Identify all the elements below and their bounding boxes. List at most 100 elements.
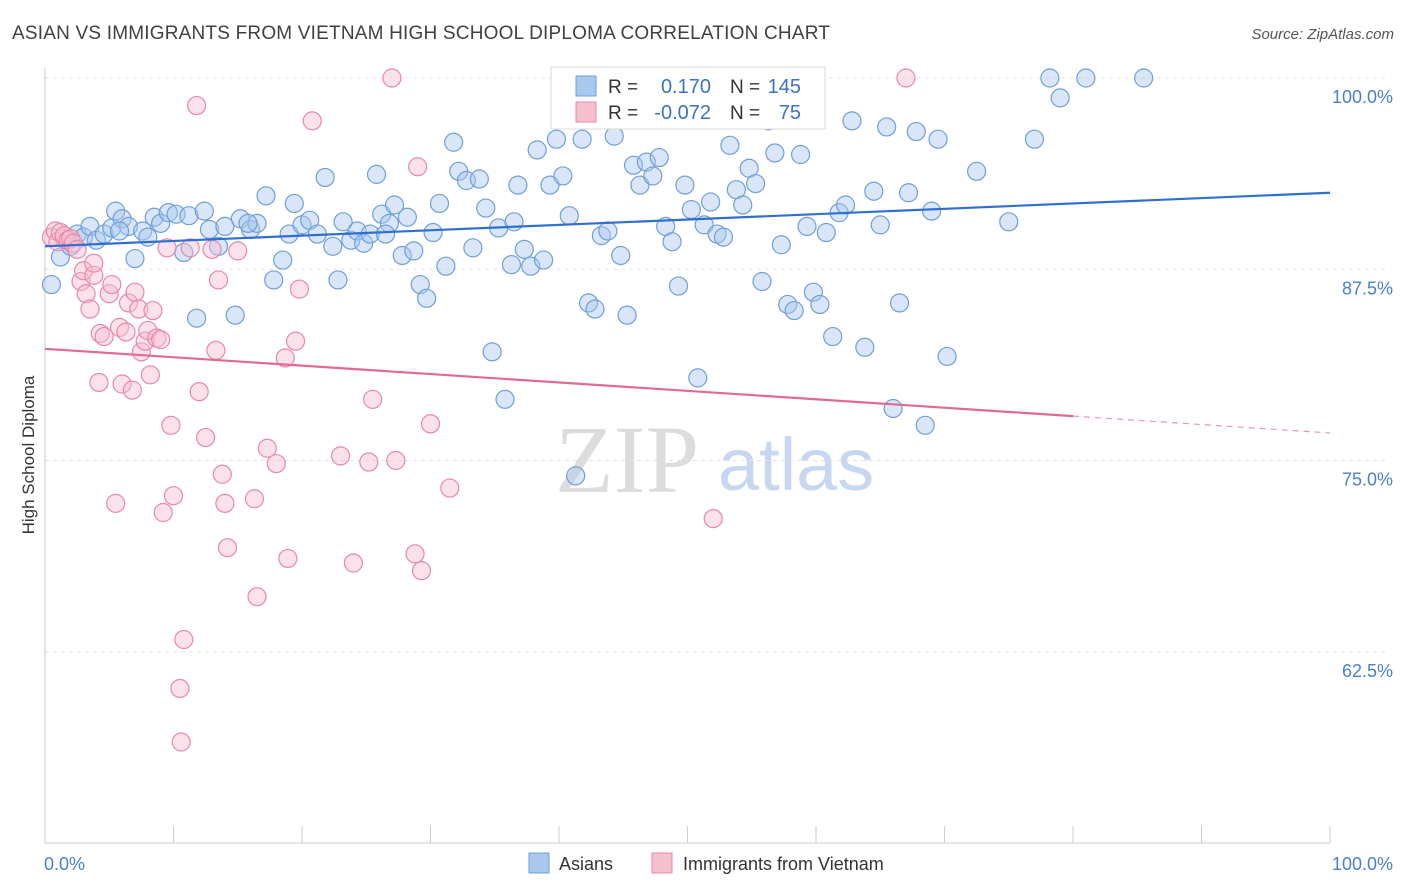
x-tick-label-max: 100.0% [1332,854,1393,874]
asians-point-15 [138,227,158,247]
vietnam-point-57 [275,348,295,368]
asians-point-83 [598,221,618,241]
legend-label-asians: Asians [559,854,613,874]
asians-point-10 [106,201,126,221]
asians-point-99 [701,192,721,212]
stats-n-value-pink: 75 [779,102,801,124]
asians-point-76 [553,166,573,186]
vietnam-point-17 [94,326,114,347]
vietnam-point-48 [208,270,229,290]
vietnam-point-35 [153,502,173,523]
stats-r-value-pink: -0.072 [654,102,711,124]
asians-point-11 [112,209,132,229]
vietnam-point-12 [80,299,100,319]
vietnam-point-26 [125,282,145,302]
asians-point-124 [870,215,890,235]
vietnam-point-42 [180,238,200,258]
asians-point-79 [572,129,592,149]
asians-point-24 [199,219,220,240]
asians-point-55 [417,288,437,308]
asians-point-14 [133,221,153,241]
trend-lines [44,191,1331,434]
asians-point-65 [482,342,502,362]
asians-point-128 [898,183,919,203]
asians-point-114 [797,216,817,237]
asians-point-96 [681,199,701,220]
asians-point-94 [668,276,689,296]
asians-point-109 [765,143,785,163]
vietnam-point-55 [257,438,277,458]
vietnam-point-14 [84,253,104,273]
watermark-zip: ZIP [555,406,699,513]
asians-point-127 [889,293,910,313]
asians-point-113 [790,144,811,165]
asians-point-69 [508,175,528,195]
stats-legend-frame [550,66,826,130]
x-tick-label-min: 0.0% [44,854,85,874]
vietnam-point-43 [187,95,207,116]
y-axis-label: High School Diploma [19,375,38,534]
asians-point-115 [803,282,824,302]
vietnam-point-11 [76,284,96,304]
asians-point-58 [436,256,456,276]
asians-point-144 [109,221,130,241]
vietnam-point-49 [212,464,232,484]
y-tick-label-2: 87.5% [1342,278,1393,298]
asians-point-59 [444,132,464,152]
asians-point-141 [504,212,524,232]
asians-point-35 [284,193,304,214]
stats-legend: R = 0.170 N = 145 R = -0.072 N = 75 [550,66,826,130]
trend-line-asians [44,191,1331,248]
asians-point-102 [720,135,740,155]
asians-point-51 [392,245,412,266]
asians-point-42 [333,212,353,232]
asians-point-26 [215,216,235,237]
asians-point-106 [746,173,766,194]
vietnam-point-56 [266,453,286,474]
asians-point-41 [328,270,348,290]
vietnam-point-63 [343,553,363,573]
asians-point-118 [823,326,843,347]
asians-point-138 [1050,88,1070,108]
asians-point-136 [1024,129,1045,149]
asians-point-33 [273,250,293,270]
vietnam-point-62 [330,446,351,466]
asians-point-91 [649,147,669,168]
asians-point-39 [315,167,335,188]
asians-point-75 [546,129,567,149]
vietnam-point-15 [89,372,109,393]
vietnam-point-19 [102,274,122,295]
asians-point-81 [585,299,605,319]
stats-r-label-pink: R = [608,103,638,124]
asians-point-18 [158,203,178,223]
asians-point-93 [662,232,682,252]
vietnam-point-22 [112,374,132,394]
vietnam-point-73 [703,509,723,529]
asians-point-95 [675,175,695,195]
asians-point-143 [238,213,258,233]
asians-point-130 [915,415,935,435]
vietnam-point-69 [408,157,428,177]
asians-point-140 [1134,68,1154,88]
asians-point-31 [256,186,276,206]
vietnam-point-65 [363,389,383,409]
vietnam-point-53 [247,587,267,607]
vietnam-point-34 [151,330,171,350]
asians-point-57 [429,193,450,214]
vietnam-point-32 [143,300,163,321]
vietnam-point-46 [202,239,222,259]
chart-title: ASIAN VS IMMIGRANTS FROM VIETNAM HIGH SC… [12,23,830,44]
zipatlas-watermark: ZIP atlas [555,406,874,513]
asians-point-139 [1076,68,1096,88]
vietnam-point-54 [244,489,265,509]
asians-point-27 [225,305,245,325]
asians-point-23 [194,201,214,221]
asians-point-122 [855,337,875,357]
asians-point-64 [476,198,496,218]
asians-point-32 [264,270,284,290]
asians-point-121 [842,111,862,131]
vietnam-point-41 [171,732,191,752]
vietnam-point-44 [189,382,209,402]
vietnam-point-10 [73,261,94,281]
